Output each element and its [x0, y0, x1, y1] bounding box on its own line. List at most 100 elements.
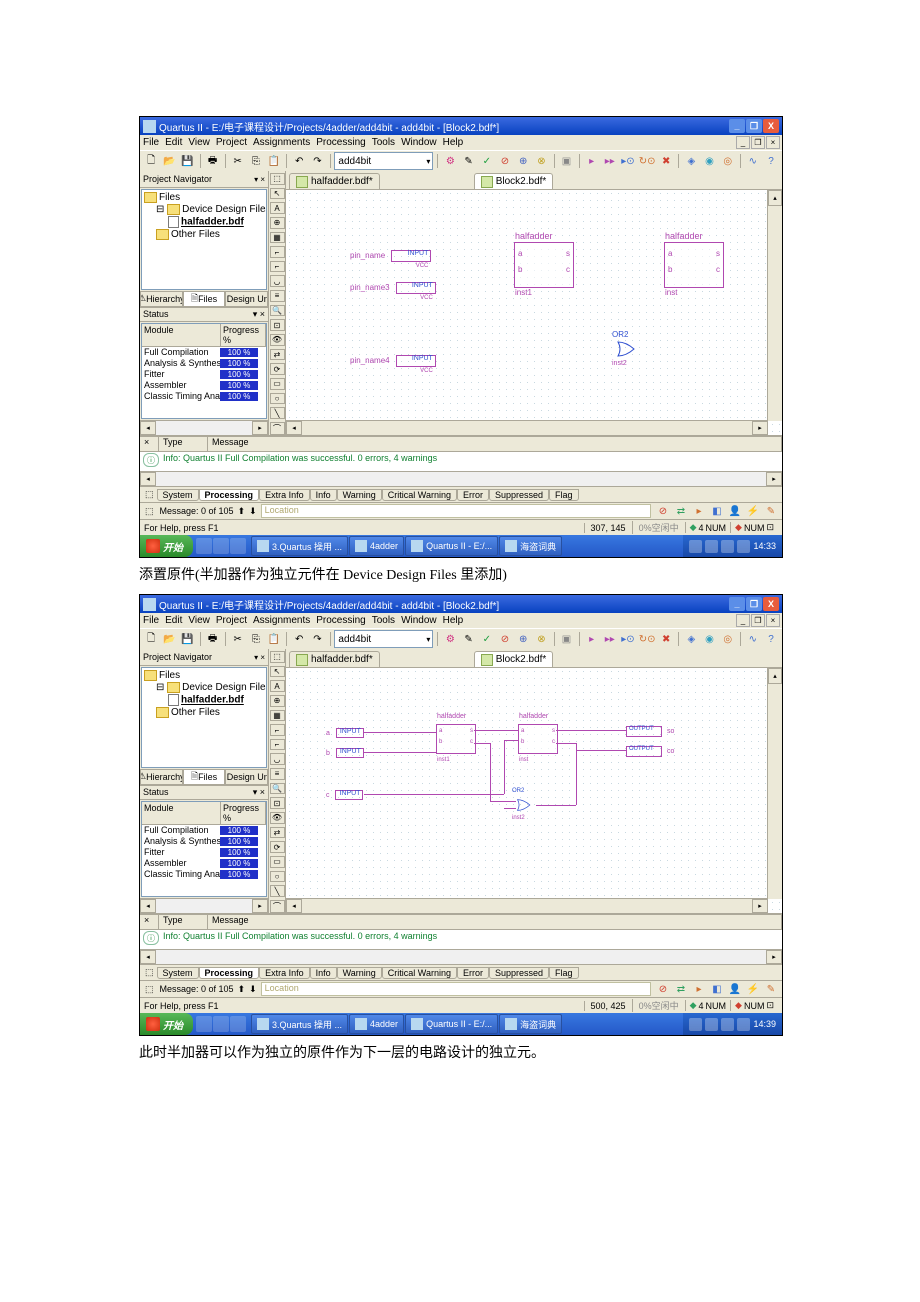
titlebar[interactable]: Quartus II - E:/电子课程设计/Projects/4adder/a…: [140, 117, 782, 135]
project-combo[interactable]: add4bit: [334, 152, 433, 170]
bus-tool-icon[interactable]: ≡: [270, 768, 285, 780]
paste-icon[interactable]: 📋: [266, 152, 282, 170]
msg-tab-extrainfo[interactable]: Extra Info: [259, 489, 310, 501]
pin-output[interactable]: OUTPUT so: [626, 726, 674, 737]
file-tab-halfadder[interactable]: halfadder.bdf*: [289, 651, 380, 667]
ortho-tool-icon[interactable]: ⌐: [270, 724, 285, 736]
start-button[interactable]: 开始: [140, 535, 193, 557]
check-icon[interactable]: ✓: [479, 152, 495, 170]
sim-icon[interactable]: ◈: [683, 152, 699, 170]
project-tree[interactable]: Files ⊟ Device Design Files halfadder.bd…: [141, 189, 267, 290]
mdi-max[interactable]: ❐: [751, 614, 765, 627]
msg-tab-info[interactable]: Info: [310, 489, 337, 501]
pin-input[interactable]: c INPUT: [326, 790, 363, 800]
undo-icon[interactable]: ↶: [291, 152, 307, 170]
pointer-tool-icon[interactable]: ↖: [270, 188, 285, 200]
cut-icon[interactable]: ✂: [230, 630, 246, 648]
pin-input[interactable]: a INPUT: [326, 728, 364, 738]
play2-icon[interactable]: ▸▸: [602, 152, 618, 170]
tree-root[interactable]: Files: [159, 192, 180, 203]
start-button[interactable]: 开始: [140, 1013, 193, 1035]
menu-window[interactable]: Window: [401, 137, 437, 148]
halfadder-block[interactable]: halfadder a b s c inst: [664, 242, 724, 288]
taskbar-item[interactable]: 3.Quartus 操用 ...: [251, 1014, 348, 1034]
ricon[interactable]: ⇄: [673, 504, 689, 519]
sim2-icon[interactable]: ◉: [701, 630, 717, 648]
menu-window[interactable]: Window: [401, 615, 437, 626]
print-icon[interactable]: 🖶: [205, 630, 221, 648]
rotate-tool-icon[interactable]: ⟳: [270, 363, 285, 375]
system-tray[interactable]: 14:33: [683, 535, 782, 557]
block-tool-icon[interactable]: ▦: [270, 232, 285, 244]
msg-up-icon[interactable]: ⬆: [238, 506, 246, 517]
tree-halfadder[interactable]: halfadder.bdf: [181, 217, 244, 228]
quicklaunch-icon[interactable]: [230, 538, 246, 554]
gear-icon[interactable]: ⊕: [515, 630, 531, 648]
msg-tab-flag[interactable]: Flag: [549, 489, 579, 501]
paste-icon[interactable]: 📋: [266, 630, 282, 648]
menu-view[interactable]: View: [188, 137, 210, 148]
msg-tab-error[interactable]: Error: [457, 489, 489, 501]
funnel-icon[interactable]: ⊗: [533, 152, 549, 170]
menu-assignments[interactable]: Assignments: [253, 615, 310, 626]
full-tool-icon[interactable]: ⊡: [270, 319, 285, 331]
arc-tool-icon[interactable]: ◡: [270, 275, 285, 287]
pin-input[interactable]: pin_name4 INPUTVCC: [350, 355, 436, 367]
sim3-icon[interactable]: ◎: [720, 152, 736, 170]
flip-tool-icon[interactable]: ⇄: [270, 349, 285, 361]
or-gate[interactable]: OR2 inst2: [516, 798, 536, 812]
project-tree[interactable]: Files ⊟ Device Design Files halfadder.bd…: [141, 667, 267, 768]
play3-icon[interactable]: ▸⊙: [620, 630, 636, 648]
pin-input[interactable]: pin_name INPUTVCC: [350, 250, 431, 262]
funnel-icon[interactable]: ⊗: [533, 630, 549, 648]
help-icon[interactable]: ?: [763, 630, 779, 648]
chip-icon[interactable]: ▣: [558, 152, 574, 170]
halfadder-block[interactable]: halfadder a b s c inst1: [514, 242, 574, 288]
text-tool-icon[interactable]: A: [270, 680, 285, 692]
mdi-close[interactable]: ×: [766, 614, 780, 627]
mdi-max[interactable]: ❐: [751, 136, 765, 149]
menu-view[interactable]: View: [188, 615, 210, 626]
menu-project[interactable]: Project: [216, 137, 247, 148]
location-field[interactable]: Location: [261, 504, 651, 518]
minimize-button[interactable]: _: [729, 119, 745, 133]
gear-icon[interactable]: ⊕: [515, 152, 531, 170]
file-tab-halfadder[interactable]: halfadder.bdf*: [289, 173, 380, 189]
settings-icon[interactable]: ⚙: [442, 152, 458, 170]
ricon[interactable]: ⊘: [655, 504, 671, 519]
line-tool-icon[interactable]: ╲: [270, 885, 285, 897]
tab-hierarchy[interactable]: ⚠Hierarchy: [140, 291, 183, 307]
ortho-tool-icon[interactable]: ⌐: [270, 246, 285, 258]
project-combo[interactable]: add4bit: [334, 630, 433, 648]
tree-other[interactable]: Other Files: [171, 229, 220, 240]
menu-processing[interactable]: Processing: [316, 137, 365, 148]
block-tool-icon[interactable]: ▦: [270, 710, 285, 722]
msg-down-icon[interactable]: ⬇: [249, 506, 257, 517]
redo-icon[interactable]: ↷: [309, 152, 325, 170]
menu-file[interactable]: File: [143, 615, 159, 626]
print-icon[interactable]: 🖶: [205, 152, 221, 170]
menu-file[interactable]: File: [143, 137, 159, 148]
msg-tab-warning[interactable]: Warning: [337, 489, 382, 501]
flip-tool-icon[interactable]: ⇄: [270, 827, 285, 839]
tab-files[interactable]: 🗎Files: [183, 291, 226, 307]
stop2-icon[interactable]: ✖: [658, 152, 674, 170]
menu-processing[interactable]: Processing: [316, 615, 365, 626]
minimize-button[interactable]: _: [729, 597, 745, 611]
canvas-hscroll[interactable]: ◂▸: [286, 420, 768, 435]
mdi-close[interactable]: ×: [766, 136, 780, 149]
maximize-button[interactable]: ❐: [746, 597, 762, 611]
canvas-vscroll[interactable]: ▴: [767, 190, 782, 421]
msg-tab-critwarn[interactable]: Critical Warning: [382, 489, 457, 501]
taskbar-item[interactable]: 3.Quartus 操用 ...: [251, 536, 348, 556]
file-tab-block2[interactable]: Block2.bdf*: [474, 651, 554, 667]
select-tool-icon[interactable]: ⬚: [270, 173, 285, 185]
oval-tool-icon[interactable]: ○: [270, 871, 285, 883]
select-tool-icon[interactable]: ⬚: [270, 651, 285, 663]
play-icon[interactable]: ▸: [583, 152, 599, 170]
menu-edit[interactable]: Edit: [165, 615, 182, 626]
time-icon[interactable]: ↻⊙: [638, 152, 656, 170]
save-icon[interactable]: 💾: [179, 152, 195, 170]
copy-icon[interactable]: ⎘: [248, 152, 264, 170]
find-tool-icon[interactable]: 👁: [270, 812, 285, 824]
